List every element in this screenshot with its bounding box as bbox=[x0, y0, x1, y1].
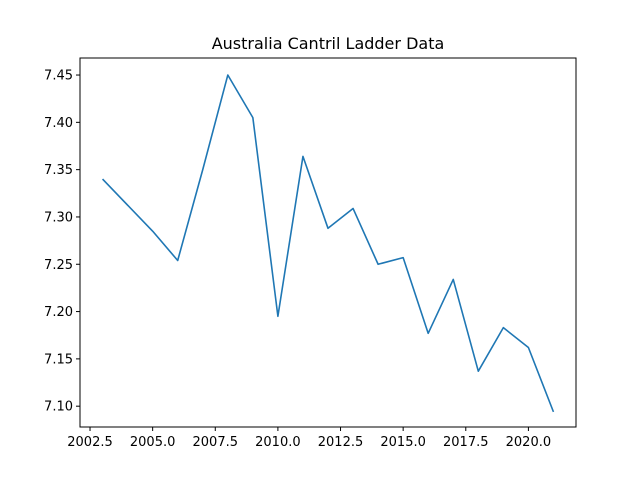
x-tick-label: 2012.5 bbox=[318, 435, 364, 450]
x-tick-label: 2005.0 bbox=[130, 435, 176, 450]
y-tick-label: 7.10 bbox=[44, 400, 73, 415]
x-tick-label: 2010.0 bbox=[255, 435, 301, 450]
x-tick-label: 2015.0 bbox=[380, 435, 426, 450]
chart-title: Australia Cantril Ladder Data bbox=[212, 34, 445, 53]
x-tick-label: 2007.5 bbox=[193, 435, 239, 450]
y-tick-label: 7.45 bbox=[44, 69, 73, 84]
series-layer bbox=[101, 74, 555, 413]
x-tick-label: 2020.0 bbox=[506, 435, 552, 450]
y-tick-label: 7.30 bbox=[44, 210, 73, 225]
y-tick-label: 7.25 bbox=[44, 258, 73, 273]
ticks: 2002.5 2005.0 2007.5 2010.0 2012.5 2015.0 2017… bbox=[44, 69, 551, 450]
y-tick-label: 7.20 bbox=[44, 305, 73, 320]
plot-frame bbox=[79, 57, 577, 428]
y-tick-label: 7.35 bbox=[44, 163, 73, 178]
x-tick-label: 2017.5 bbox=[443, 435, 489, 450]
series-line bbox=[101, 74, 555, 413]
y-tick-label: 7.15 bbox=[44, 352, 73, 367]
y-tick-label: 7.40 bbox=[44, 116, 73, 131]
x-tick-label: 2002.5 bbox=[67, 435, 113, 450]
